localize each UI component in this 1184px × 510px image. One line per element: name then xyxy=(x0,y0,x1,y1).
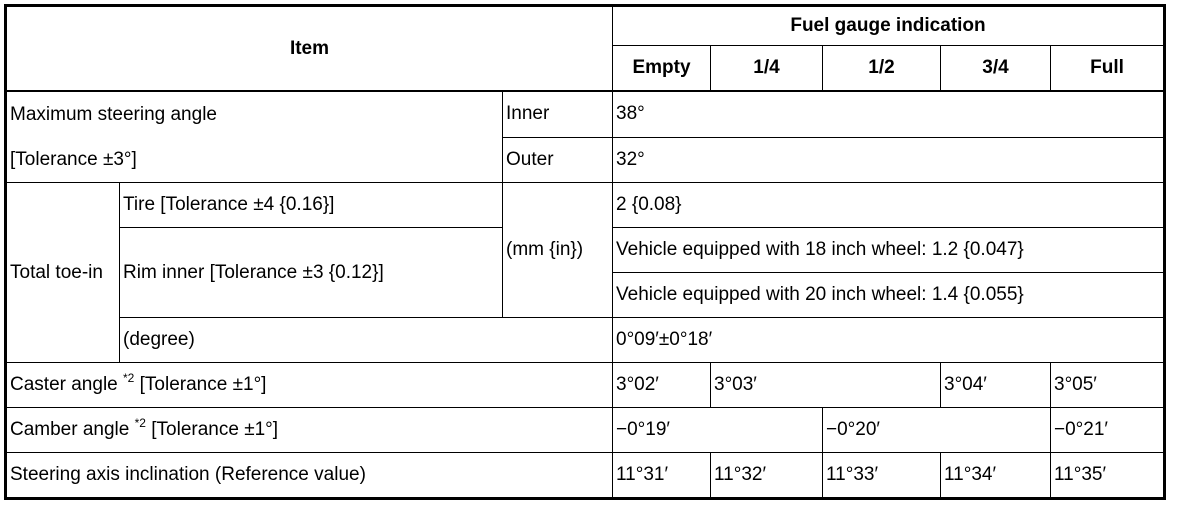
alignment-spec-table: Item Fuel gauge indication Empty 1/4 1/2… xyxy=(4,4,1166,500)
degree-label: (degree) xyxy=(119,317,613,363)
caster-value: 3°02′ xyxy=(612,362,711,408)
inner-value: 38° xyxy=(612,90,1165,138)
header-level-three-quarter: 3/4 xyxy=(940,45,1051,92)
steering-axis-value: 11°35′ xyxy=(1050,452,1165,499)
max-steering-title: Maximum steering angle xyxy=(10,103,217,125)
caster-value: 3°05′ xyxy=(1050,362,1165,408)
header-level-half: 1/2 xyxy=(822,45,941,92)
degree-value: 0°09′±0°18′ xyxy=(612,317,1165,363)
tire-value: 2 {0.08} xyxy=(612,182,1165,228)
rim-inner-label: Rim inner [Tolerance ±3 {0.12}] xyxy=(119,227,503,318)
outer-value: 32° xyxy=(612,136,1165,183)
rim-value-18: Vehicle equipped with 18 inch wheel: 1.2… xyxy=(612,227,1165,273)
max-steering-label: Maximum steering angle [Tolerance ±3°] xyxy=(5,90,503,183)
toe-in-unit: (mm {in}) xyxy=(502,182,613,318)
camber-value: −0°19′ xyxy=(612,407,823,453)
caster-note: *2 xyxy=(123,371,135,385)
steering-axis-value: 11°34′ xyxy=(940,452,1051,499)
camber-note: *2 xyxy=(134,416,146,430)
max-steering-tolerance: [Tolerance ±3°] xyxy=(10,148,137,170)
steering-axis-label: Steering axis inclination (Reference val… xyxy=(5,452,613,499)
steering-axis-value: 11°31′ xyxy=(612,452,711,499)
header-level-quarter: 1/4 xyxy=(710,45,823,92)
header-level-empty: Empty xyxy=(612,45,711,92)
caster-title: Caster angle xyxy=(10,374,118,395)
header-item: Item xyxy=(5,5,613,92)
toe-in-label: Total toe-in xyxy=(5,182,120,363)
camber-value: −0°21′ xyxy=(1050,407,1165,453)
caster-label: Caster angle *2 [Tolerance ±1°] xyxy=(5,362,613,408)
caster-value: 3°04′ xyxy=(940,362,1051,408)
tire-label: Tire [Tolerance ±4 {0.16}] xyxy=(119,182,503,228)
rim-value-20: Vehicle equipped with 20 inch wheel: 1.4… xyxy=(612,272,1165,318)
caster-tolerance: [Tolerance ±1°] xyxy=(134,374,267,395)
camber-value: −0°20′ xyxy=(822,407,1051,453)
header-level-full: Full xyxy=(1050,45,1165,92)
outer-label: Outer xyxy=(502,136,613,183)
steering-axis-value: 11°32′ xyxy=(710,452,823,499)
steering-axis-value: 11°33′ xyxy=(822,452,941,499)
caster-value: 3°03′ xyxy=(710,362,941,408)
inner-label: Inner xyxy=(502,90,613,138)
camber-title: Camber angle xyxy=(10,419,130,440)
camber-label: Camber angle *2 [Tolerance ±1°] xyxy=(5,407,613,453)
camber-tolerance: [Tolerance ±1°] xyxy=(145,419,279,440)
header-fuel-gauge: Fuel gauge indication xyxy=(612,5,1165,46)
